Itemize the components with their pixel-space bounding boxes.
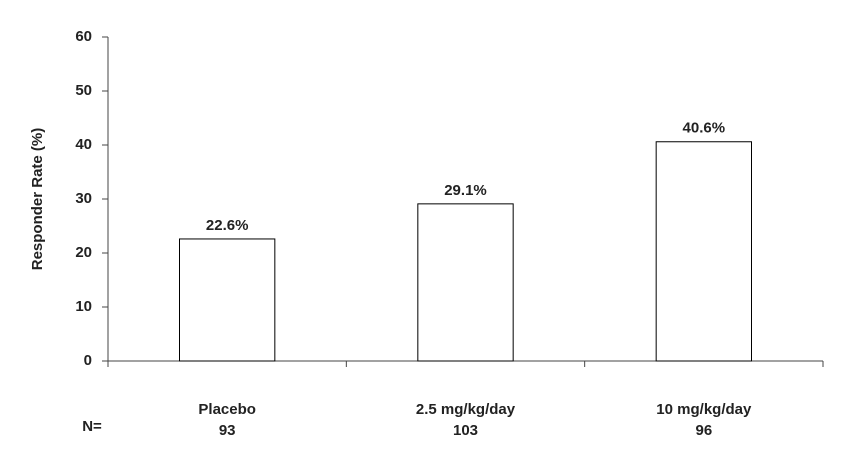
value-label: 40.6%	[683, 120, 726, 137]
y-tick-label: 0	[84, 352, 92, 369]
y-tick-label: 40	[75, 136, 92, 153]
bar	[417, 203, 514, 362]
n-value: 103	[453, 422, 478, 439]
y-tick-label: 60	[75, 28, 92, 45]
x-tick-label: 2.5 mg/kg/day	[416, 401, 516, 418]
n-label: N=	[82, 418, 102, 435]
bar	[179, 238, 276, 362]
n-value: 93	[219, 422, 236, 439]
y-tick-label: 10	[75, 298, 92, 315]
bar	[655, 141, 753, 362]
x-tick-label: Placebo	[198, 401, 256, 418]
y-axis-label: Responder Rate (%)	[29, 128, 46, 271]
y-tick-label: 20	[75, 244, 92, 261]
y-tick-label: 50	[75, 82, 92, 99]
value-label: 22.6%	[206, 217, 249, 234]
n-value: 96	[695, 422, 712, 439]
x-tick-label: 10 mg/kg/day	[656, 401, 752, 418]
y-tick-label: 30	[75, 190, 92, 207]
value-label: 29.1%	[444, 182, 487, 199]
